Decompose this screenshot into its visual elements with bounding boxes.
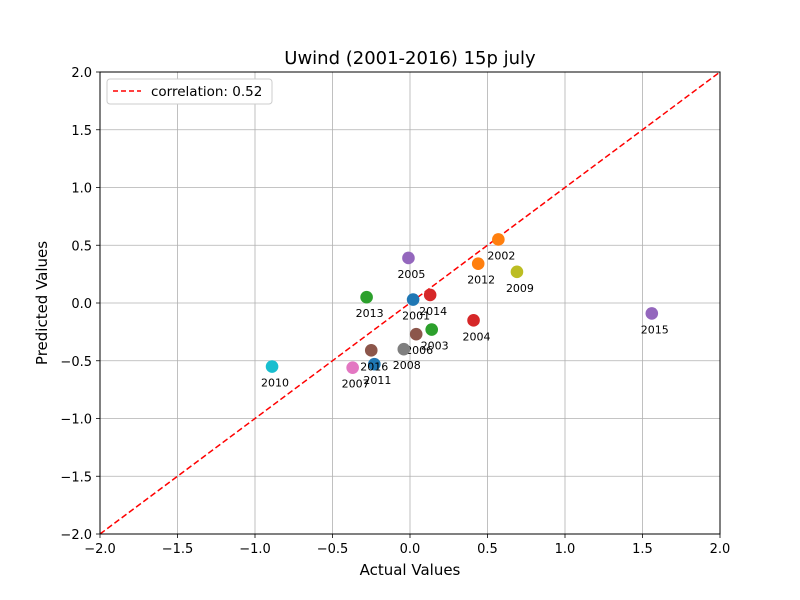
point-label: 2003 xyxy=(421,340,449,353)
chart-title: Uwind (2001-2016) 15p july xyxy=(284,48,536,69)
point-label: 2012 xyxy=(467,274,495,287)
y-tick-label: 0.5 xyxy=(71,239,92,254)
data-point xyxy=(510,265,524,279)
point-label: 2005 xyxy=(397,268,425,281)
point-label: 2015 xyxy=(641,323,669,336)
data-point xyxy=(360,290,373,304)
y-tick-label: 1.5 xyxy=(71,124,92,139)
data-point xyxy=(645,307,659,320)
data-point xyxy=(368,357,381,371)
legend: correlation: 0.52 xyxy=(106,78,273,105)
data-point xyxy=(397,342,411,356)
y-tick-label: 1.0 xyxy=(71,182,92,197)
y-axis-title: Predicted Values xyxy=(33,241,51,365)
y-tick-label: −1.5 xyxy=(60,470,92,485)
correlation-reference-line xyxy=(99,71,721,535)
x-axis-title: Actual Values xyxy=(360,561,461,579)
y-tick-label: −0.5 xyxy=(60,355,92,370)
x-tick-label: 2.0 xyxy=(710,542,731,557)
data-point xyxy=(409,327,423,341)
data-point xyxy=(402,251,415,265)
point-label: 2004 xyxy=(463,330,491,343)
y-tick-label: 2.0 xyxy=(71,66,92,81)
point-label: 2011 xyxy=(363,374,391,387)
x-tick-label: 1.5 xyxy=(632,542,653,557)
x-tick-label: 0.0 xyxy=(400,542,421,557)
x-tick-label: −1.0 xyxy=(239,542,271,557)
data-point xyxy=(423,288,437,302)
point-label: 2002 xyxy=(487,249,515,262)
axis-ticks: −2.0 −1.5 −1.0 −0.5 0.0 0.5 1.0 1.5 2.0 −2.0 −1.5 −… xyxy=(60,66,730,557)
point-label: 2014 xyxy=(419,305,447,318)
x-tick-label: −0.5 xyxy=(317,542,349,557)
data-point xyxy=(346,361,359,374)
point-label: 2001 xyxy=(402,310,430,323)
legend-box xyxy=(106,78,273,105)
point-label: 2007 xyxy=(342,378,370,391)
data-point xyxy=(492,233,505,246)
legend-label: correlation: 0.52 xyxy=(151,84,262,100)
data-point xyxy=(467,314,480,327)
y-tick-label: 0.0 xyxy=(71,297,92,312)
y-tick-label: −1.0 xyxy=(60,413,92,428)
data-point xyxy=(406,293,420,306)
x-tick-label: −1.5 xyxy=(162,542,194,557)
point-label: 2009 xyxy=(506,282,534,295)
point-label: 2016 xyxy=(360,360,388,373)
x-tick-label: 0.5 xyxy=(477,542,498,557)
x-tick-label: 1.0 xyxy=(555,542,576,557)
reference-line-group xyxy=(99,71,721,535)
point-label: 2006 xyxy=(405,344,433,357)
data-point xyxy=(364,344,378,357)
point-label: 2010 xyxy=(261,377,289,390)
data-point xyxy=(425,323,439,336)
points-group: 2001 2002 2003 2004 2005 2006 2007 2008 2009 2010… xyxy=(261,233,669,391)
y-tick-label: −2.0 xyxy=(60,528,92,543)
data-point xyxy=(265,360,279,373)
point-label: 2013 xyxy=(356,307,384,320)
x-tick-label: −2.0 xyxy=(84,542,116,557)
data-point xyxy=(471,257,485,271)
point-label: 2008 xyxy=(393,359,421,372)
